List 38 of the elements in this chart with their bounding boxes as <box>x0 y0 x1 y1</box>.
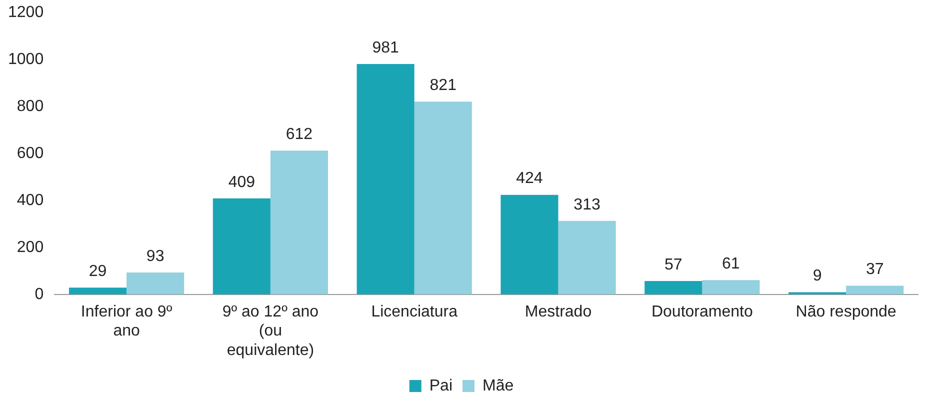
data-label: 29 <box>88 262 107 280</box>
bar <box>126 272 184 294</box>
y-tick-label: 1200 <box>8 4 44 22</box>
data-label: 37 <box>866 261 884 278</box>
x-tick-label: 9º ao 12º ano (ou equivalente) <box>222 303 319 359</box>
data-label: 61 <box>722 255 740 272</box>
y-tick-label: 800 <box>16 98 44 115</box>
x-tick-label: Mestrado <box>524 303 592 320</box>
bar <box>68 288 127 294</box>
bar <box>212 198 270 294</box>
bar <box>702 280 760 294</box>
data-label: 57 <box>664 256 682 274</box>
bar <box>270 150 328 294</box>
legend-label: Mãe <box>482 377 514 394</box>
bar <box>356 64 414 294</box>
x-tick-label: Não responde <box>796 303 896 320</box>
bar <box>644 281 702 294</box>
bar <box>558 220 616 294</box>
y-tick-label: 200 <box>16 238 44 256</box>
bar <box>500 194 558 294</box>
data-label: 612 <box>286 126 313 144</box>
y-tick-label: 1000 <box>8 50 44 68</box>
data-label: 821 <box>430 77 457 94</box>
bar <box>414 102 472 294</box>
x-tick-label: Doutoramento <box>651 303 753 320</box>
legend-label: Pai <box>429 377 452 394</box>
data-label: 9 <box>812 268 822 285</box>
bar <box>846 286 904 294</box>
data-label: 93 <box>146 248 164 265</box>
y-tick-label: 600 <box>16 144 44 162</box>
data-label: 981 <box>372 39 400 56</box>
x-tick-label: Licenciatura <box>371 303 458 320</box>
data-label: 409 <box>228 174 256 191</box>
y-tick-label: 400 <box>16 192 44 209</box>
x-tick-label: Inferior ao 9º ano <box>80 303 172 340</box>
data-label: 313 <box>574 196 600 214</box>
y-tick-label: 0 <box>34 286 44 303</box>
data-label: 424 <box>516 170 543 188</box>
